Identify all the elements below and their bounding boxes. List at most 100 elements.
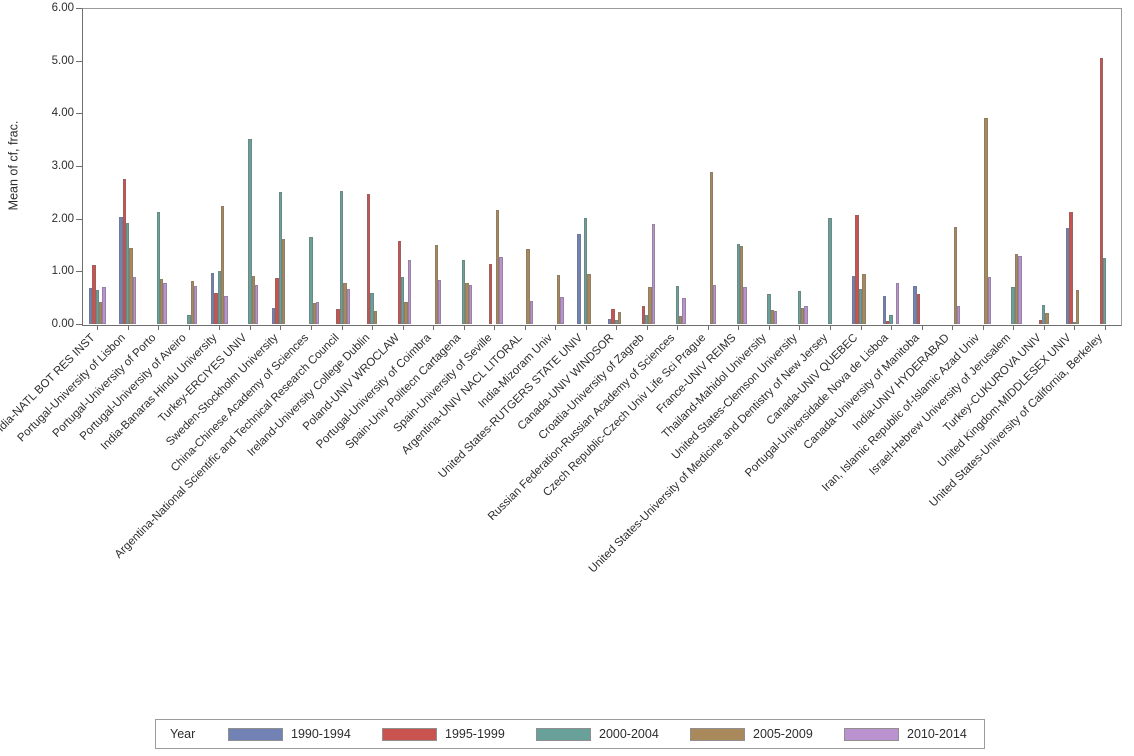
legend-swatch [844,727,899,741]
y-tick-label: 2.00 [51,212,74,225]
y-tick-mark [76,324,82,325]
y-tick-label: 6.00 [51,2,74,14]
bar [193,286,198,324]
bar [773,311,778,324]
plot-area [82,8,1122,326]
y-tick-mark [76,271,82,273]
bar [740,246,744,324]
bar [400,276,405,324]
bar [214,293,218,324]
y-tick-mark [76,166,82,167]
bar [438,279,442,324]
bar [767,293,771,324]
bar [896,282,900,324]
x-tick-mark [1013,325,1015,330]
bar [126,222,130,324]
bar [648,287,652,324]
bar [584,217,588,324]
legend-swatch [382,727,437,741]
bar [434,245,439,324]
bar [275,277,279,324]
bar [159,278,164,324]
bar [336,309,340,324]
x-tick-mark [249,325,251,330]
x-tick-mark [310,325,312,330]
bar [187,315,191,324]
x-tick-mark [402,325,404,330]
bar [122,179,127,324]
legend-label: 2005-2009 [753,727,813,741]
legend-title: Year [170,727,196,741]
x-tick-mark [524,325,526,330]
y-tick-mark [76,8,82,9]
bar [862,274,866,324]
bar [88,288,93,324]
x-tick-mark [1074,325,1076,330]
bar [465,282,469,324]
bar [607,318,612,324]
x-tick-mark [952,325,954,330]
bar [282,238,286,324]
legend-label: 1990-1994 [291,727,351,741]
bar [248,138,252,324]
bar [468,284,472,324]
bar [102,286,106,324]
x-tick-mark [494,325,496,330]
bar [953,226,958,324]
bar [682,298,686,324]
bar [163,283,167,324]
bar [852,275,856,324]
bar [1038,319,1042,324]
bar [617,311,622,324]
bar [804,306,808,324]
bar [828,217,832,324]
bar [211,272,215,324]
x-tick-mark [219,325,221,330]
legend-label: 2000-2004 [599,727,659,741]
bar [801,307,805,324]
bar [560,296,564,324]
x-tick-mark [768,325,770,330]
legend-swatch [228,727,283,741]
bar [678,315,683,324]
x-tick-mark [707,325,709,330]
bar [407,259,411,324]
x-tick-mark [646,325,648,330]
x-tick-mark [829,325,831,330]
x-tick-mark [982,325,984,330]
y-tick-mark [76,113,82,115]
x-tick-mark [158,325,160,330]
bar [254,285,259,324]
x-tick-mark [433,325,435,330]
bar [641,306,646,324]
bar [489,264,493,324]
bar [916,293,920,324]
bar [797,290,802,324]
y-tick-mark [76,60,82,62]
bar [92,265,96,324]
bar [315,302,320,324]
x-tick-mark [677,325,679,330]
bar [373,311,378,324]
bar [404,302,408,324]
bar [987,276,991,324]
bar [156,212,160,324]
y-tick-label: 3.00 [51,160,74,172]
legend-label: 2010-2014 [907,727,967,741]
bar [889,314,893,324]
x-tick-mark [860,325,862,330]
bar [499,257,503,324]
bar [132,277,137,324]
bar [1072,321,1076,324]
bar [1075,290,1080,324]
bar [224,295,228,324]
bar [339,190,344,324]
bar [98,301,103,324]
bar [736,243,741,324]
legend-label: 1995-1999 [445,727,505,741]
bar [251,275,255,324]
bar [675,286,679,324]
bar [855,214,859,324]
